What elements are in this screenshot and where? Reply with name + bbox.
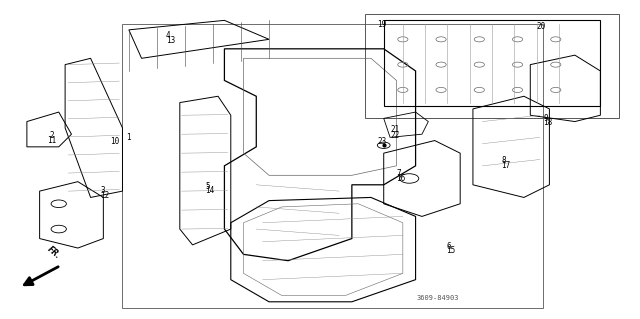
Text: 12: 12 xyxy=(100,191,109,200)
Text: 18: 18 xyxy=(543,118,552,127)
Text: 23: 23 xyxy=(378,137,387,146)
Text: 19: 19 xyxy=(378,20,387,29)
Text: 7: 7 xyxy=(396,169,401,178)
Text: 10: 10 xyxy=(109,137,119,146)
Text: 20: 20 xyxy=(537,22,546,31)
Text: 22: 22 xyxy=(390,131,399,140)
Text: 3609-84903: 3609-84903 xyxy=(417,295,459,301)
Text: 15: 15 xyxy=(446,247,456,256)
Text: FR.: FR. xyxy=(46,245,63,261)
Text: 4: 4 xyxy=(166,32,170,41)
Text: 13: 13 xyxy=(166,36,175,45)
Text: 1: 1 xyxy=(125,133,131,142)
Text: 6: 6 xyxy=(446,242,451,251)
Text: 17: 17 xyxy=(502,161,511,170)
Text: 21: 21 xyxy=(390,125,399,134)
Text: 14: 14 xyxy=(205,186,214,195)
Text: 5: 5 xyxy=(205,182,210,191)
Text: 3: 3 xyxy=(100,186,105,195)
Text: 16: 16 xyxy=(396,174,406,183)
Text: 9: 9 xyxy=(543,114,548,122)
Text: 2: 2 xyxy=(49,131,54,140)
Text: 8: 8 xyxy=(502,156,506,165)
Text: 11: 11 xyxy=(47,136,56,145)
